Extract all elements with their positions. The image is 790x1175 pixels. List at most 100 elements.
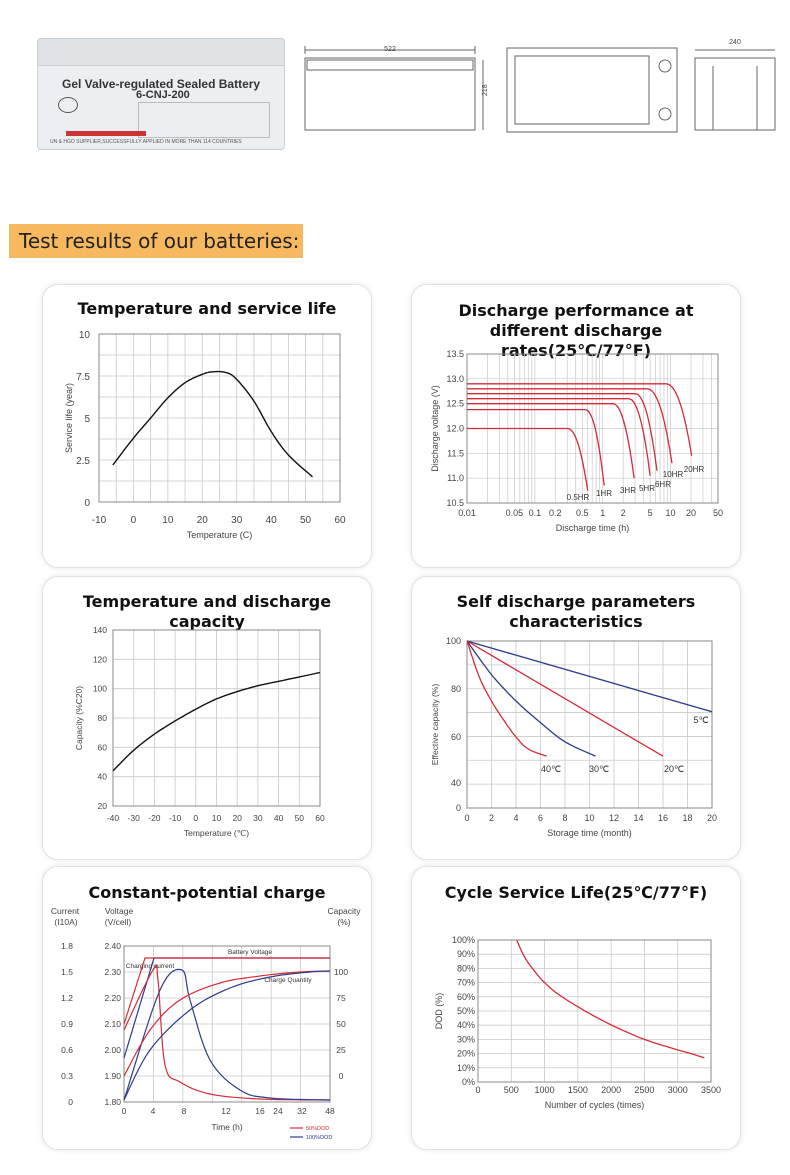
chart-title: Cycle Service Life(25℃/77°F) [444,883,708,902]
x-tick-label: 2000 [601,1085,621,1095]
x-tick-label: 4 [151,1106,156,1116]
x-tick-label: 20 [232,813,242,823]
y-tick-label: 90% [457,949,475,959]
top-view-drawing [506,47,678,133]
chart-title: Temperature and service life [77,299,337,318]
y-tick-label: 100% [452,935,475,945]
axis-header: (%) [337,917,350,927]
x-tick-label: 6 [538,813,543,823]
x-tick-label: 2500 [634,1085,654,1095]
x-tick-label: 50 [713,508,723,518]
y-tick-label: 60% [457,992,475,1002]
voltage-tick-label: 2.10 [104,1019,121,1029]
x-tick-label: 3000 [668,1085,688,1095]
plot-frame [112,629,321,807]
x-tick-label: 30 [253,813,263,823]
cycle-life-curve [516,939,705,1059]
curve-label: 30℃ [589,764,609,774]
discharge-curve-0.5HR [467,427,589,491]
y-tick-label: 0 [84,498,90,509]
x-tick-label: 0.01 [458,508,476,518]
x-tick-label: 10 [162,515,174,526]
voltage-tick-label: 2.00 [104,1045,121,1055]
side-view-drawing [694,49,776,131]
brand-logo [58,97,78,113]
x-axis-label: Temperature (C) [187,530,253,540]
y-tick-label: 60 [98,742,108,752]
charge-quantity-50dod [123,970,331,1077]
y-tick-label: 12.0 [446,424,464,434]
x-tick-label: 20 [686,508,696,518]
x-tick-label: 4 [513,813,518,823]
x-tick-label: 1000 [535,1085,555,1095]
y-tick-label: 40% [457,1020,475,1030]
x-tick-label: 20 [707,813,717,823]
x-tick-label: 30 [231,515,243,526]
y-axis-label: Discharge voltage (V) [430,385,440,472]
y-tick-label: 20 [98,801,108,811]
chart-title: Self discharge parameters characteristic… [456,592,696,631]
current-tick-label: 0.3 [61,1071,73,1081]
x-tick-label: -30 [128,813,141,823]
x-axis-label: Time (h) [211,1122,242,1132]
voltage-tick-label: 2.20 [104,993,121,1003]
self-discharge-20℃ [466,640,664,757]
voltage-tick-label: 2.40 [104,941,121,951]
x-tick-label: 0.5 [576,508,589,518]
self-discharge-5℃ [466,640,713,713]
y-tick-label: 40 [98,772,108,782]
y-axis-label: DOD (%) [434,993,444,1030]
annotation-charge-quantity: Charge Quantity [264,977,312,984]
banner-text: Test results of our batteries: [19,229,300,253]
y-axis-label: Service life (year) [64,383,74,453]
battery-model: 6-CNJ-200 [136,89,190,101]
x-tick-label: 12 [609,813,619,823]
y-tick-label: 60 [451,732,461,742]
current-tick-label: 0.9 [61,1019,73,1029]
length-label: 522 [384,46,396,53]
x-axis-label: Discharge time (h) [556,523,630,533]
x-tick-label: -10 [169,813,182,823]
battery-drawings: 522 218 240 [304,39,776,133]
annotation-battery-voltage: Battery Voltage [228,949,272,956]
card-temp-life: Temperature and service life [42,284,372,568]
x-tick-label: 10 [212,813,222,823]
x-tick-label: 10 [584,813,594,823]
chart-title: Discharge performance at different disch… [458,301,694,360]
y-tick-label: 100 [93,684,107,694]
axis-header: Voltage [105,906,134,916]
x-axis-label: Number of cycles (times) [545,1100,645,1110]
x-tick-label: 18 [682,813,692,823]
y-tick-label: 11.5 [447,448,464,458]
section-banner: Test results of our batteries: [9,224,303,258]
current-tick-label: 1.2 [61,993,73,1003]
x-tick-label: 40 [266,515,278,526]
curve-label: 5HR [639,484,655,493]
y-tick-label: 0 [456,803,461,813]
y-tick-label: 0% [462,1077,475,1087]
x-tick-label: 48 [325,1106,335,1116]
height-label: 218 [482,84,489,96]
y-tick-label: 40 [451,778,461,788]
spec-table [138,102,270,138]
x-tick-label: 0.2 [549,508,562,518]
y-tick-label: 13.0 [446,374,464,384]
x-tick-label: 3500 [701,1085,721,1095]
x-tick-label: 32 [297,1106,307,1116]
discharge-curve-6HR [467,393,658,471]
curve-label: 20℃ [664,764,684,774]
x-tick-label: 0.05 [506,508,524,518]
battery-lid [37,38,285,66]
legend-label: 50%DOD [306,1126,329,1132]
voltage-tick-label: 1.80 [104,1097,121,1107]
plot-frame [466,640,713,809]
x-tick-label: 0.1 [529,508,542,518]
x-tick-label: 60 [334,515,346,526]
axis-header: (V/cell) [105,917,132,927]
plot-frame [123,945,331,1103]
legend-label: 100%DOD [306,1135,332,1141]
x-axis-label: Temperature (℃) [184,828,249,838]
x-tick-label: 24 [273,1106,283,1116]
capacity-tick-label: 50 [336,1019,346,1029]
